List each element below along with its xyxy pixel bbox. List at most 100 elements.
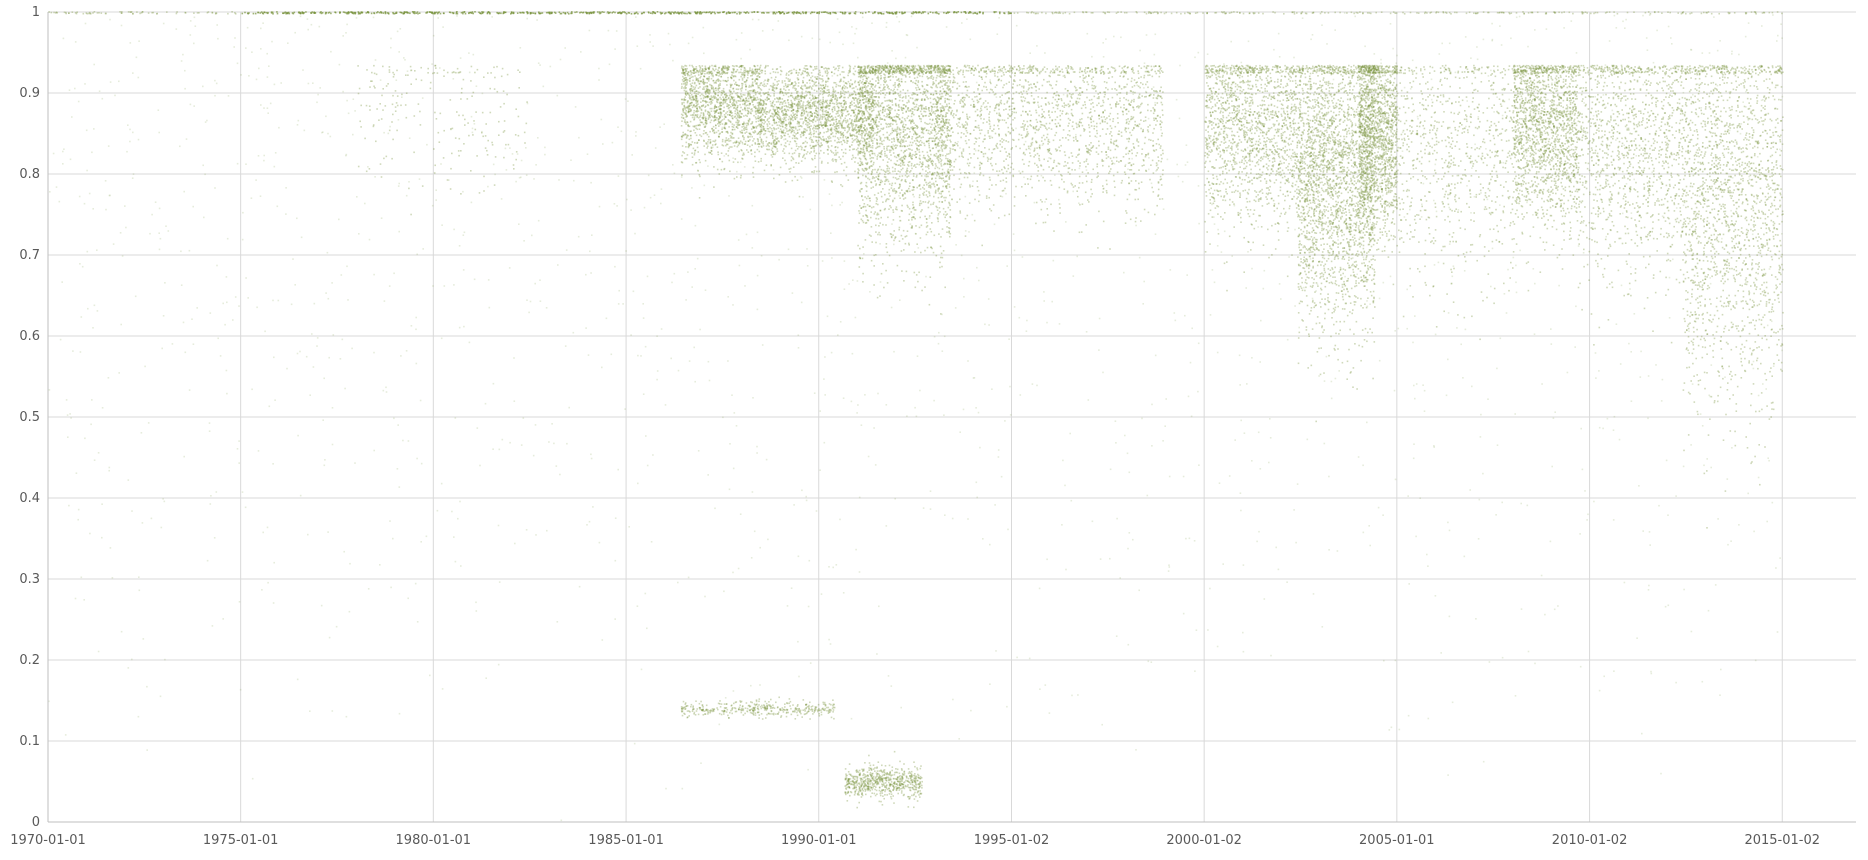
data-point: [775, 72, 777, 74]
data-point: [855, 97, 857, 99]
data-point: [815, 128, 817, 130]
data-point: [790, 100, 792, 102]
data-point: [781, 110, 783, 112]
data-point: [827, 86, 829, 88]
data-point: [858, 133, 860, 135]
data-point: [851, 110, 853, 112]
data-point: [777, 107, 779, 109]
data-point: [770, 109, 772, 111]
data-point: [797, 132, 799, 134]
data-point: [734, 110, 736, 112]
data-point: [848, 97, 850, 99]
data-point: [940, 114, 942, 116]
data-point: [815, 126, 817, 128]
data-point: [761, 109, 763, 111]
data-point: [921, 81, 923, 83]
data-point: [743, 137, 745, 139]
data-point: [931, 231, 933, 233]
data-point: [826, 92, 828, 94]
data-point: [685, 107, 687, 109]
data-point: [889, 183, 891, 185]
data-point: [828, 89, 830, 91]
data-point: [773, 87, 775, 89]
data-point: [908, 136, 910, 138]
data-point: [938, 76, 940, 78]
data-point: [769, 131, 771, 133]
data-point: [719, 173, 721, 175]
data-point: [747, 77, 749, 79]
data-point: [838, 70, 840, 72]
data-point: [874, 180, 876, 182]
data-point: [802, 123, 804, 125]
data-point: [786, 94, 788, 96]
data-point: [790, 123, 792, 125]
data-point: [835, 86, 837, 88]
data-point: [875, 218, 877, 220]
data-point: [909, 149, 911, 151]
data-point: [785, 142, 787, 144]
data-point: [840, 79, 842, 81]
data-point: [927, 152, 929, 154]
data-point: [781, 132, 783, 134]
data-point: [763, 92, 765, 94]
data-point: [819, 72, 821, 74]
data-point: [863, 95, 865, 97]
data-point: [830, 120, 832, 122]
data-point: [681, 120, 683, 122]
data-point: [915, 65, 917, 67]
data-point: [901, 146, 903, 148]
data-point: [707, 92, 709, 94]
data-point: [932, 70, 934, 72]
data-point: [834, 154, 836, 156]
data-point: [928, 77, 930, 79]
data-point: [893, 139, 895, 141]
data-point: [737, 146, 739, 148]
data-point: [850, 135, 852, 137]
data-point: [930, 102, 932, 104]
data-point: [886, 84, 888, 86]
data-point: [889, 205, 891, 207]
data-point: [926, 65, 928, 67]
data-point: [764, 80, 766, 82]
data-point: [758, 161, 760, 163]
data-point: [812, 128, 814, 130]
data-point: [864, 129, 866, 131]
data-point: [840, 91, 842, 93]
data-point: [810, 77, 812, 79]
data-point: [717, 79, 719, 81]
data-point: [886, 149, 888, 151]
data-point: [684, 96, 686, 98]
data-point: [745, 98, 747, 100]
data-point: [863, 138, 865, 140]
data-point: [916, 274, 918, 276]
data-point: [759, 73, 761, 75]
data-point: [871, 153, 873, 155]
data-point: [855, 105, 857, 107]
data-point: [788, 104, 790, 106]
data-point: [757, 97, 759, 99]
data-point: [941, 86, 943, 88]
data-point: [910, 157, 912, 159]
data-point: [773, 108, 775, 110]
data-point: [924, 179, 926, 181]
data-point: [708, 78, 710, 80]
data-point: [865, 97, 867, 99]
data-point: [791, 160, 793, 162]
data-point: [725, 97, 727, 99]
data-point: [718, 154, 720, 156]
data-point: [797, 77, 799, 79]
data-point: [915, 151, 917, 153]
data-point: [822, 124, 824, 126]
data-point: [930, 276, 932, 278]
data-point: [863, 111, 865, 113]
data-point: [715, 140, 717, 142]
data-point: [780, 128, 782, 130]
data-point: [749, 90, 751, 92]
data-point: [696, 72, 698, 74]
data-point: [800, 146, 802, 148]
data-point: [785, 138, 787, 140]
data-point: [937, 190, 939, 192]
data-point: [844, 77, 846, 79]
data-point: [716, 101, 718, 103]
data-point: [808, 133, 810, 135]
